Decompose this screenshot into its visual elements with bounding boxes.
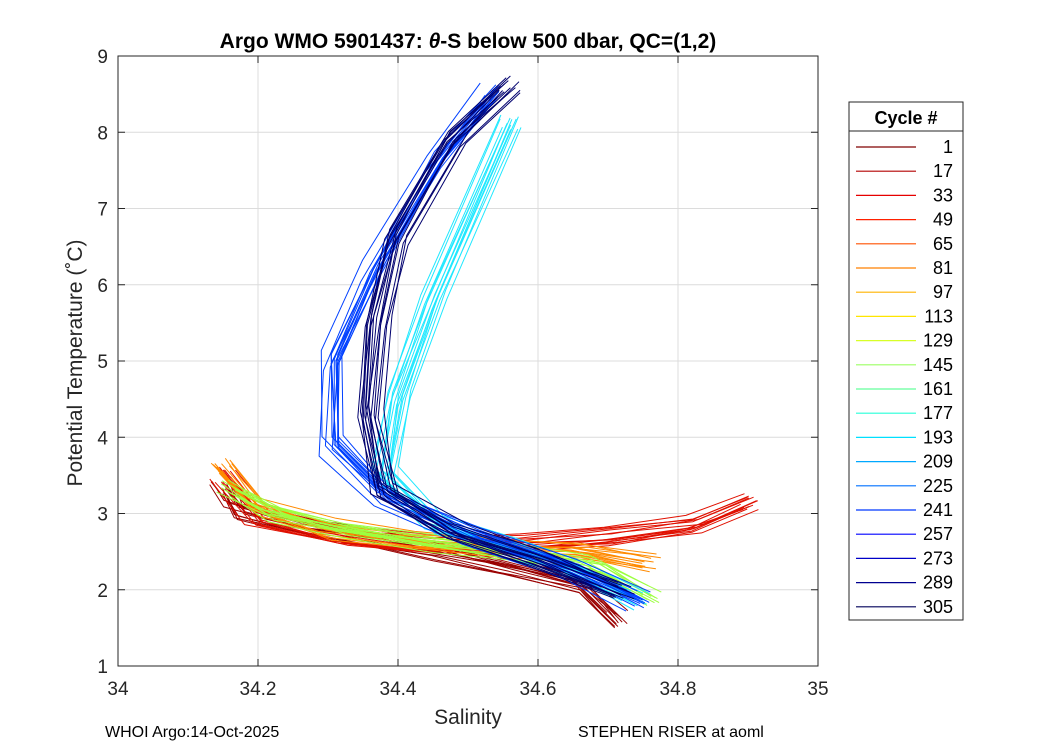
legend-label: 225 (923, 476, 953, 496)
y-tick-label: 6 (97, 276, 108, 297)
legend-title: Cycle # (874, 108, 937, 128)
y-tick-label: 9 (97, 47, 108, 68)
legend-label: 193 (923, 427, 953, 447)
x-tick-label: 34.8 (660, 679, 697, 700)
legend-label: 65 (933, 234, 953, 254)
legend-label: 81 (933, 258, 953, 278)
y-tick-label: 4 (97, 428, 108, 449)
series-line (221, 480, 643, 589)
legend-label: 129 (923, 331, 953, 351)
legend-label: 113 (924, 306, 953, 326)
legend-label: 97 (933, 282, 953, 302)
series-group (357, 75, 635, 600)
series-line (362, 91, 615, 596)
series-line (231, 493, 648, 600)
legend-label: 289 (923, 573, 953, 593)
series-line (383, 81, 632, 588)
legend-label: 209 (923, 452, 953, 472)
legend-label: 161 (923, 379, 953, 399)
y-tick-label: 2 (97, 581, 108, 602)
legend-label: 273 (923, 548, 953, 568)
series-line (222, 493, 616, 627)
series-line (226, 495, 619, 627)
series-line (243, 488, 662, 593)
legend-label: 1 (943, 137, 953, 157)
series-line (224, 489, 644, 596)
series-line (393, 127, 647, 605)
footer-left: WHOI Argo:14-Oct-2025 (105, 724, 280, 741)
series-line (361, 85, 615, 597)
legend-label: 305 (923, 597, 953, 617)
y-tick-label: 5 (97, 352, 108, 373)
series-line (365, 77, 618, 583)
y-tick-label: 3 (97, 505, 108, 526)
legend: Cycle # 1 17 33 49 65 81 97 113 129 145 161 177 193 2… (848, 101, 964, 621)
series-line (357, 89, 615, 599)
y-tick-label: 8 (97, 123, 108, 144)
legend-label: 257 (923, 524, 953, 544)
x-tick-label: 34.2 (240, 679, 277, 700)
chart-title: Argo WMO 5901437: θ-S below 500 dbar, QC… (220, 30, 717, 53)
x-tick-label: 35 (807, 679, 828, 700)
legend-label: 17 (933, 161, 953, 181)
series-lines (209, 75, 759, 629)
y-tick-label: 1 (97, 657, 108, 678)
x-tick-label: 34.6 (520, 679, 557, 700)
x-tick-label: 34.4 (380, 679, 417, 700)
series-line (373, 87, 627, 591)
x-axis-label: Salinity (434, 706, 502, 729)
footer-right: STEPHEN RISER at aoml (578, 724, 764, 741)
series-line (229, 459, 657, 555)
legend-label: 145 (923, 355, 953, 375)
legend-label: 241 (923, 500, 953, 520)
y-axis-label: Potential Temperature (˚C) (64, 239, 87, 486)
series-line (337, 90, 641, 599)
series-line (221, 481, 745, 552)
x-tick-label: 34 (107, 679, 129, 700)
series-line (367, 75, 619, 588)
legend-label: 177 (923, 403, 953, 423)
legend-label: 33 (933, 185, 953, 205)
series-line (320, 82, 625, 591)
y-tick-label: 7 (97, 200, 108, 221)
legend-label: 49 (933, 210, 953, 230)
series-line (242, 490, 660, 604)
